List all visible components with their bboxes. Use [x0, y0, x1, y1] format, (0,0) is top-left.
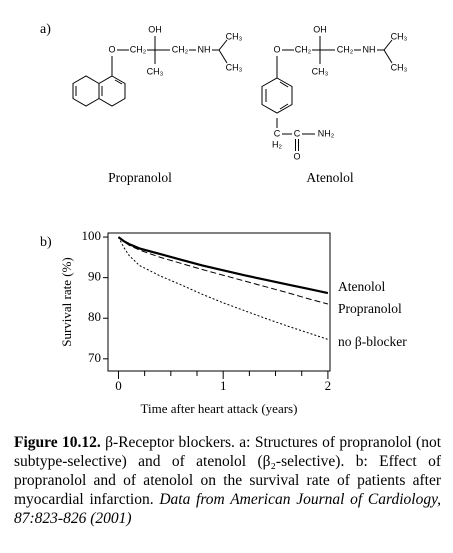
x-tick-label: 1 [220, 378, 227, 393]
compound-name: Propranolol [108, 170, 172, 185]
y-tick-label: 90 [88, 269, 101, 284]
atom-label: CH₃ [147, 66, 164, 76]
caption-label: Figure 10.12. [14, 434, 101, 451]
caption: Figure 10.12. β-Receptor blockers. a: St… [14, 433, 441, 528]
atom-label: OH [313, 24, 327, 34]
y-axis-title: Survival rate (%) [59, 257, 74, 347]
atom-label: CH₃ [226, 31, 243, 41]
atom-label: CH₃ [226, 62, 243, 72]
y-tick-label: 80 [88, 309, 101, 324]
atom-label: CH₂ [337, 44, 354, 54]
y-tick-label: 70 [88, 350, 101, 365]
atom-label: OH [148, 24, 162, 34]
figure: a) OH O CH₂ CH₂ NH CH₃ CH₃ CH₃ OH O CH₂ … [40, 22, 408, 416]
caption-source: Data from American Journal of Cardiology… [14, 491, 441, 527]
atom-label: CH₂ [172, 44, 189, 54]
atom-label: CH₃ [391, 62, 408, 72]
atom-label: C [274, 128, 281, 138]
y-tick-label: 100 [82, 228, 102, 243]
atom-label: NH [363, 44, 376, 54]
atom-label: CH₃ [391, 31, 408, 41]
series-line [117, 236, 329, 295]
atom-label: CH₃ [312, 66, 329, 76]
compound-name: Atenolol [306, 170, 353, 185]
panel-label: b) [40, 235, 52, 250]
atom-label: H₂ [272, 139, 282, 149]
bond [111, 36, 228, 76]
atom-label: CH₂ [130, 44, 147, 54]
atom-label: O [273, 44, 280, 54]
caption-text: β-Receptor blockers. a: Structures of pr… [14, 434, 442, 508]
atom-label: O [108, 44, 115, 54]
bond [276, 36, 393, 151]
series-line [118, 236, 329, 305]
plot-frame [107, 232, 331, 372]
atom-label: NH₂ [318, 128, 335, 138]
series-label: Propranolol [338, 301, 402, 316]
propranolol-structure: OH O CH₂ CH₂ NH CH₃ CH₃ CH₃ [72, 24, 243, 107]
atom-label: CH₂ [295, 44, 312, 54]
atom-label: O [293, 151, 300, 161]
benzene-ring [261, 77, 293, 114]
x-axis-title: Time after heart attack (years) [141, 401, 298, 416]
x-tick-label: 2 [325, 378, 332, 393]
atom-label: NH [198, 44, 211, 54]
naphthalene-ring [72, 75, 126, 107]
atom-label: C [294, 128, 301, 138]
atenolol-structure: OH O CH₂ CH₂ NH CH₃ CH₃ CH₃ C H₂ C O NH₂ [261, 24, 408, 161]
series-line [118, 236, 329, 340]
panel-label: a) [40, 22, 51, 37]
series-label: Atenolol [338, 279, 385, 294]
x-tick-label: 0 [115, 378, 122, 393]
series-label: no β-blocker [338, 334, 407, 349]
